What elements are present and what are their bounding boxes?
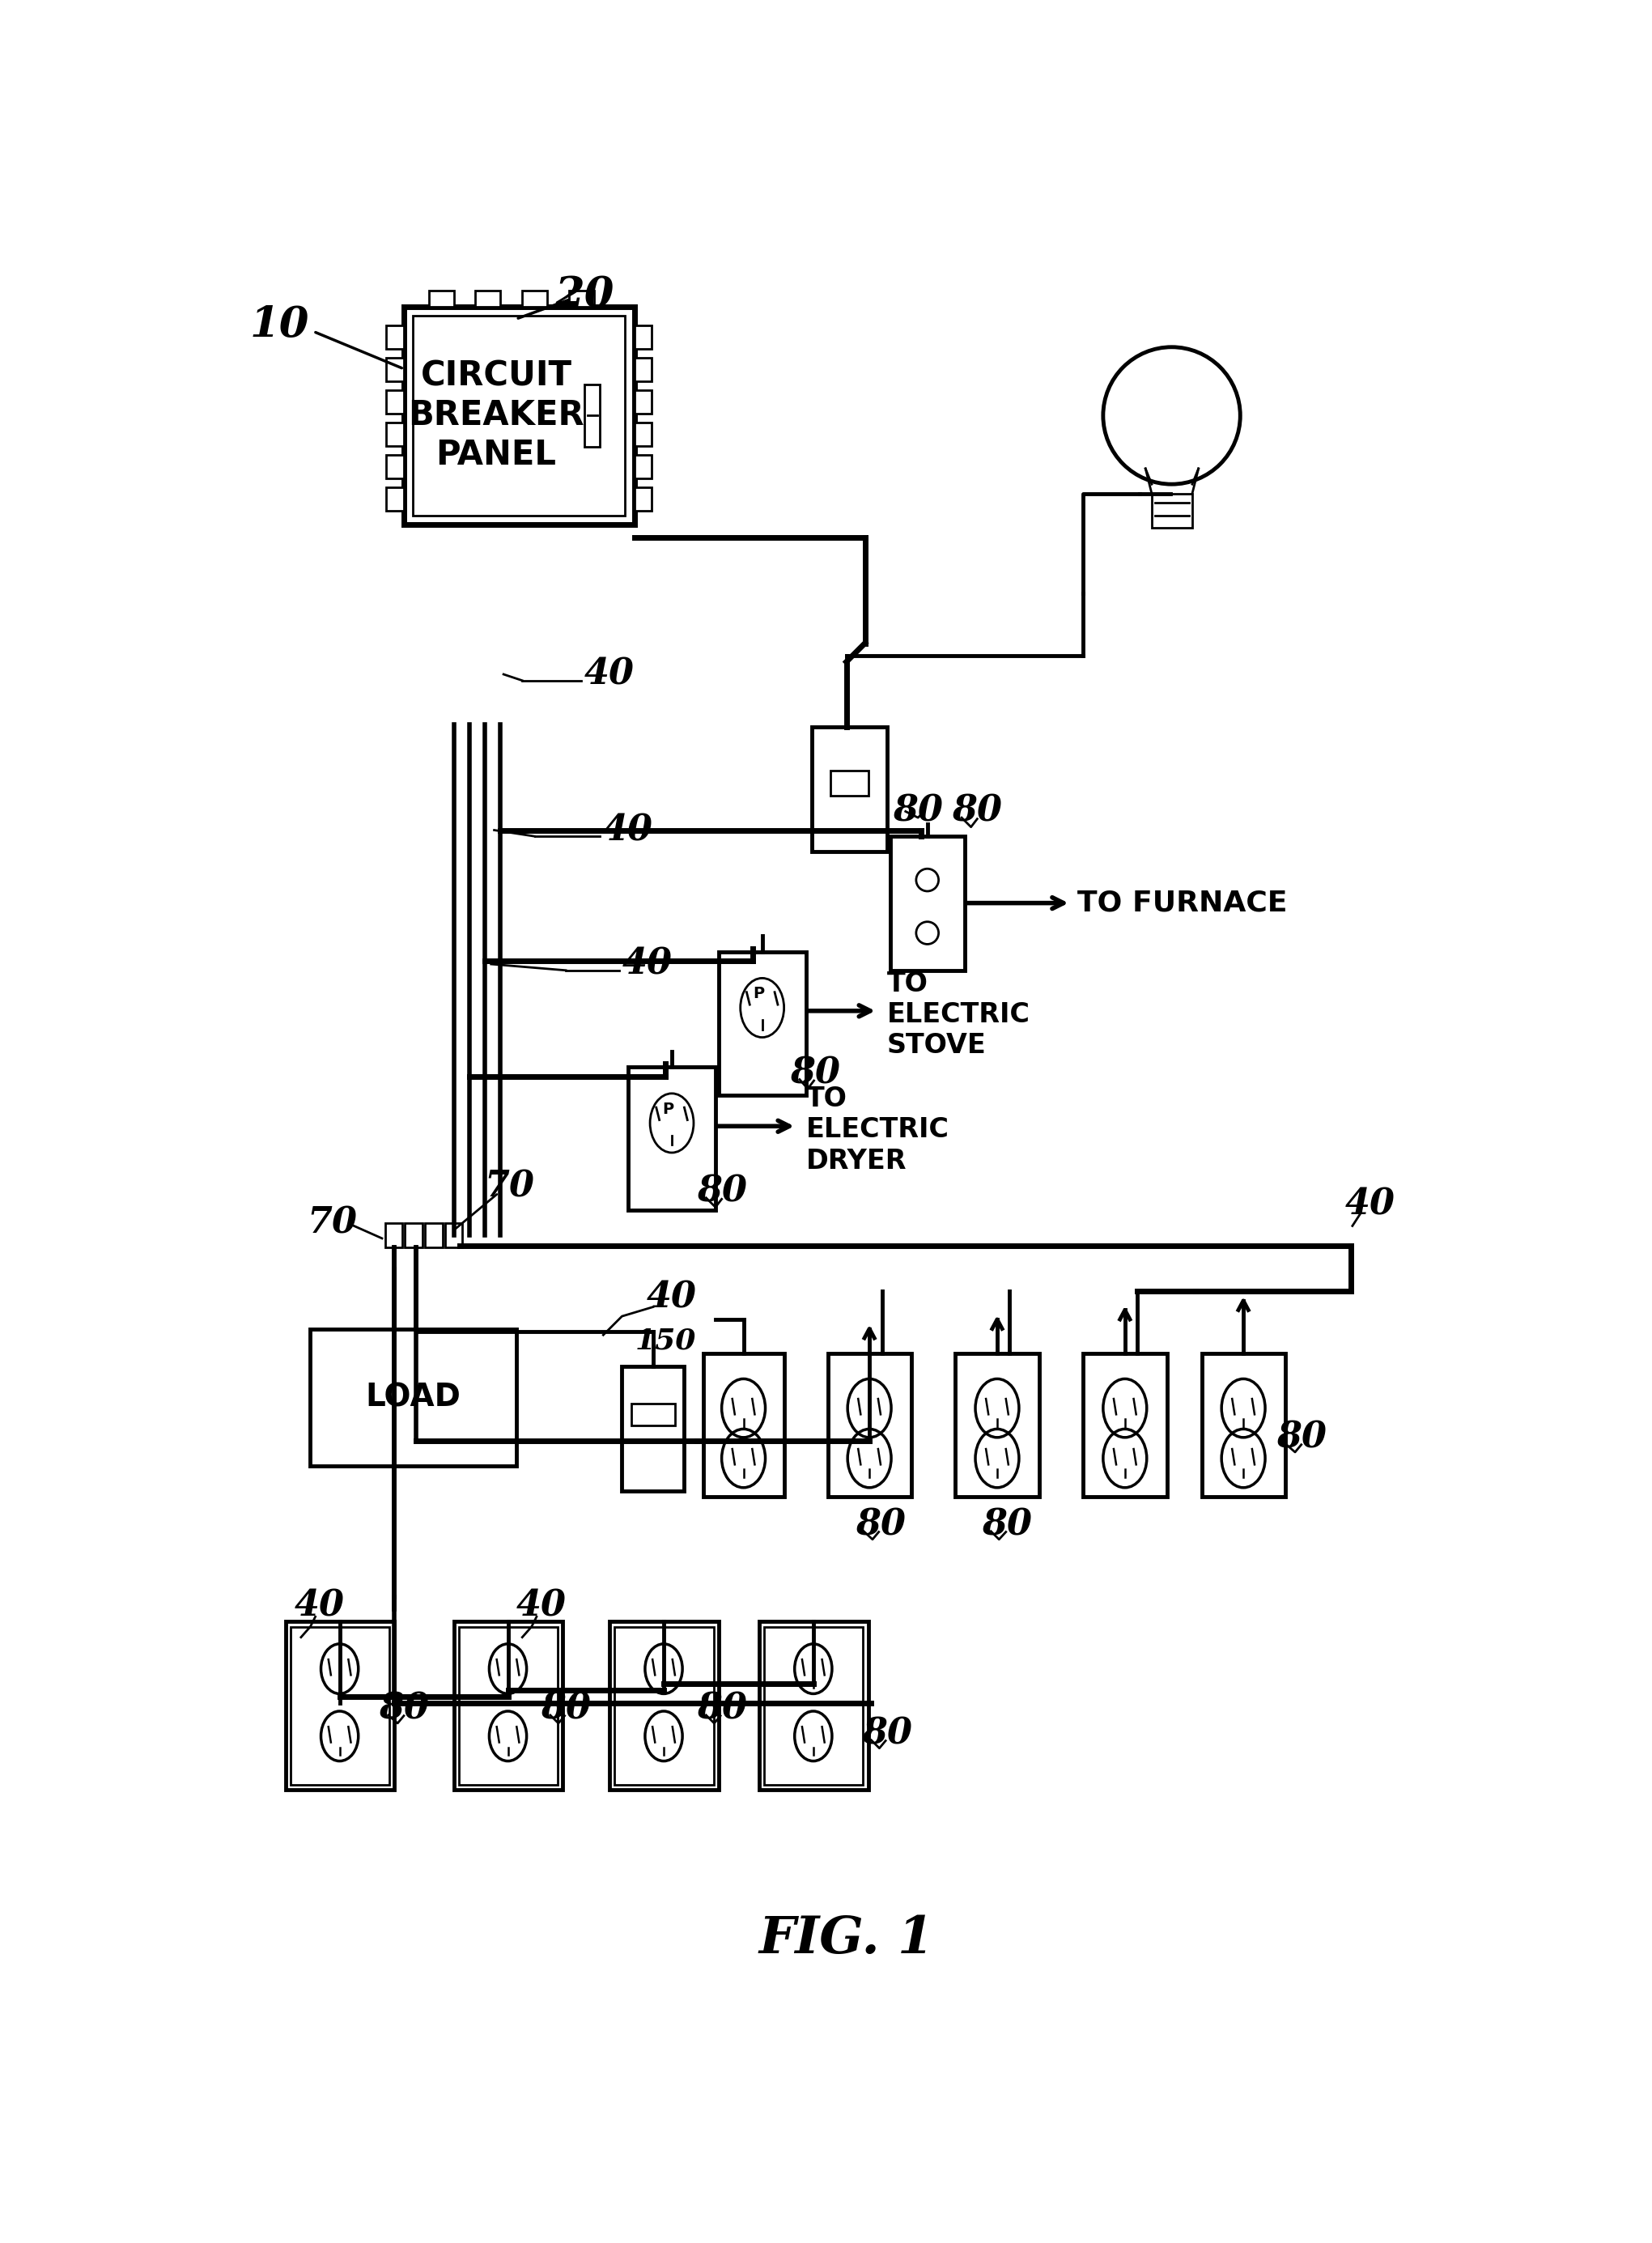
Text: 80: 80 <box>697 1175 747 1209</box>
Bar <box>403 307 634 525</box>
Text: 80: 80 <box>894 794 943 830</box>
Text: 80: 80 <box>981 1507 1032 1543</box>
Text: 80: 80 <box>862 1716 912 1752</box>
Bar <box>568 292 595 307</box>
Bar <box>831 772 869 796</box>
Bar <box>813 727 887 852</box>
Text: 40: 40 <box>603 812 653 848</box>
Text: P: P <box>753 987 765 1003</box>
Text: TO
ELECTRIC
DRYER: TO ELECTRIC DRYER <box>806 1086 950 1175</box>
Bar <box>430 292 454 307</box>
Bar <box>1084 1355 1168 1496</box>
Text: 80: 80 <box>856 1507 905 1543</box>
Text: FIG. 1: FIG. 1 <box>758 1916 933 1965</box>
Text: 40: 40 <box>294 1588 345 1624</box>
Bar <box>765 1626 862 1785</box>
Bar <box>291 1626 390 1785</box>
Bar <box>385 1222 403 1247</box>
Text: 40: 40 <box>515 1588 567 1624</box>
Bar <box>387 422 403 446</box>
Text: CIRCUIT
BREAKER
PANEL: CIRCUIT BREAKER PANEL <box>408 359 585 471</box>
Bar <box>634 390 653 413</box>
Text: P: P <box>662 1101 674 1117</box>
Bar <box>1201 1355 1285 1496</box>
Text: 80: 80 <box>697 1691 747 1727</box>
Bar <box>387 487 403 511</box>
Text: 70: 70 <box>307 1204 357 1240</box>
Text: 80: 80 <box>1277 1420 1327 1456</box>
Bar <box>890 837 965 971</box>
Bar <box>311 1328 515 1467</box>
Bar <box>704 1355 785 1496</box>
Bar <box>454 1622 563 1790</box>
Text: TO FURNACE: TO FURNACE <box>1077 888 1287 917</box>
Bar <box>758 1622 869 1790</box>
Bar <box>955 1355 1039 1496</box>
Bar <box>610 1622 719 1790</box>
Bar <box>634 487 653 511</box>
Bar <box>387 325 403 350</box>
Bar <box>634 325 653 350</box>
Text: 40: 40 <box>621 947 672 982</box>
Text: 150: 150 <box>634 1328 695 1355</box>
Bar <box>634 422 653 446</box>
Bar <box>628 1068 715 1211</box>
Bar <box>387 390 403 413</box>
Bar <box>585 384 600 446</box>
Bar <box>476 292 501 307</box>
Bar <box>286 1622 395 1790</box>
Text: 20: 20 <box>555 274 615 316</box>
Bar <box>387 455 403 478</box>
Bar <box>719 951 806 1095</box>
Bar <box>425 1222 443 1247</box>
Text: 10: 10 <box>249 305 309 345</box>
Bar <box>634 455 653 478</box>
Text: 40: 40 <box>1345 1187 1394 1222</box>
Text: 80: 80 <box>540 1691 591 1727</box>
Text: 80: 80 <box>952 794 1003 830</box>
Text: 40: 40 <box>585 657 634 691</box>
Bar <box>634 357 653 381</box>
Text: 70: 70 <box>484 1169 535 1204</box>
Bar <box>413 316 624 516</box>
Text: 80: 80 <box>378 1691 430 1727</box>
Bar <box>1151 493 1193 527</box>
Text: 80: 80 <box>790 1056 841 1090</box>
Bar <box>522 292 547 307</box>
Bar <box>405 1222 423 1247</box>
Bar <box>387 357 403 381</box>
Text: LOAD: LOAD <box>365 1382 461 1413</box>
Bar <box>459 1626 558 1785</box>
Bar <box>615 1626 714 1785</box>
Bar <box>828 1355 912 1496</box>
Bar <box>621 1366 684 1492</box>
Bar <box>444 1222 463 1247</box>
Text: 40: 40 <box>646 1281 697 1314</box>
Text: TO
ELECTRIC
STOVE: TO ELECTRIC STOVE <box>887 971 1031 1059</box>
Bar <box>631 1404 676 1424</box>
